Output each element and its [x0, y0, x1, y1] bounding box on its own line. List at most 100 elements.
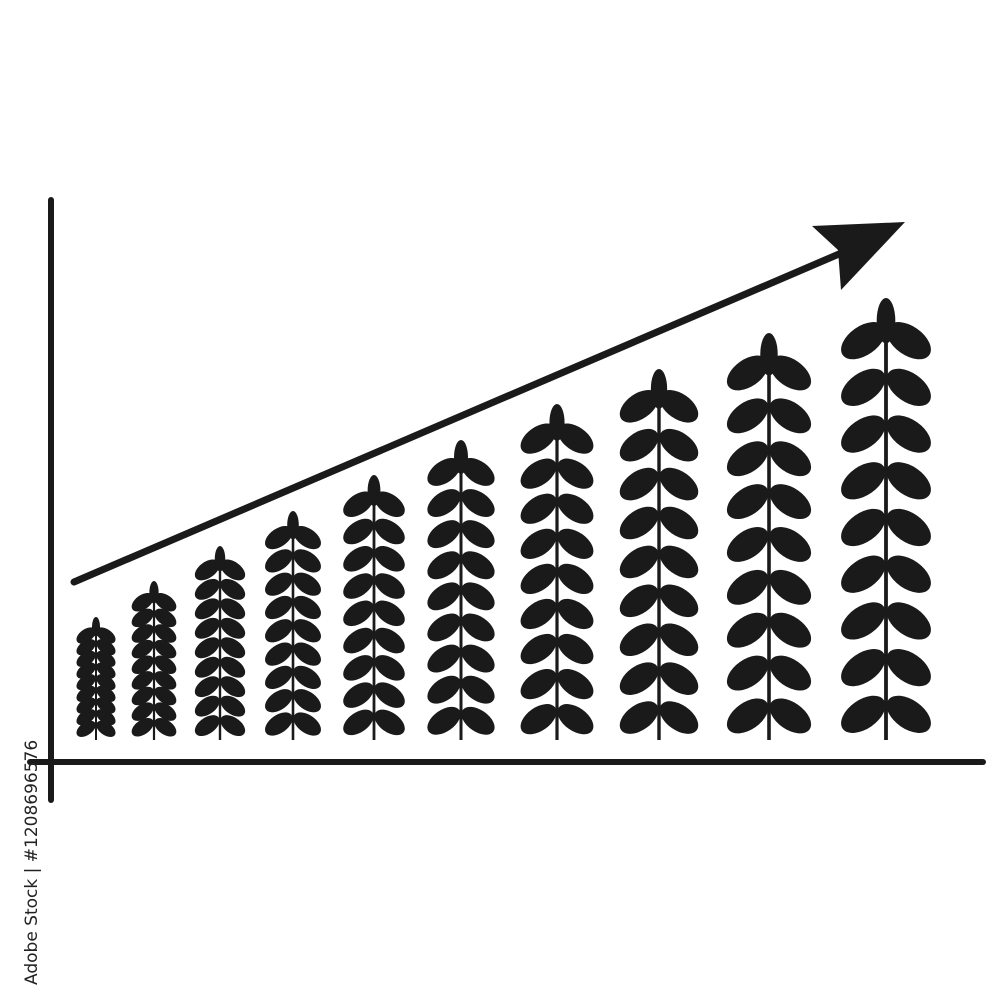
leaf [293, 619, 321, 643]
leaf [194, 676, 220, 698]
leaf [520, 493, 557, 524]
leaf [557, 668, 594, 700]
leaf [293, 549, 321, 573]
leaf [220, 578, 246, 600]
leaf [769, 698, 812, 734]
leaf [427, 644, 461, 673]
leaf [131, 717, 154, 737]
leaf [769, 526, 812, 562]
leaf [154, 686, 177, 706]
leaf [154, 592, 177, 612]
leaf [427, 457, 461, 486]
leaf [886, 555, 931, 593]
leaf [293, 712, 321, 736]
wheat-plant-icon [726, 333, 812, 740]
leaf [886, 648, 931, 687]
leaf [374, 627, 405, 654]
leaf [520, 704, 557, 735]
leaf [194, 695, 220, 717]
leaf [265, 712, 293, 736]
leaf [557, 458, 594, 489]
leaf [220, 676, 246, 698]
leaf [220, 617, 246, 639]
leaf [557, 493, 594, 524]
leaf [265, 619, 293, 643]
leaf [619, 545, 659, 579]
leaf [293, 689, 321, 713]
wheat-plant-icon [131, 581, 177, 740]
leaf [194, 598, 220, 620]
leaf [154, 608, 177, 628]
leaf [769, 655, 812, 691]
leaf [769, 484, 812, 520]
leaf [659, 389, 699, 423]
leaf [96, 720, 116, 737]
wheat-plant-icon [841, 298, 931, 740]
wheat-plant-icon [427, 440, 495, 740]
leaf [427, 613, 461, 642]
leaf [220, 559, 246, 581]
leaf [520, 528, 557, 559]
leaf [841, 602, 886, 640]
wheat-plant-icon [76, 617, 116, 740]
leaf [769, 612, 812, 648]
leaf [131, 671, 154, 690]
leaf [557, 528, 594, 559]
leaf [659, 506, 699, 540]
leaf [343, 600, 374, 627]
leaf [131, 592, 154, 612]
leaf [619, 506, 659, 540]
leaf [619, 428, 659, 462]
leaf [293, 595, 321, 620]
leaf [343, 573, 374, 599]
leaf [427, 489, 461, 517]
leaf [461, 675, 495, 704]
watermark-text: Adobe Stock | #1208696576 [22, 739, 42, 985]
leaf [343, 518, 374, 545]
leaf [619, 467, 659, 501]
leaf [520, 598, 557, 630]
leaf [726, 484, 769, 520]
leaf [520, 423, 557, 454]
leaf [659, 545, 699, 579]
leaf [461, 520, 495, 549]
leaf [841, 322, 886, 360]
leaf [557, 423, 594, 454]
leaf [427, 520, 461, 549]
leaf [374, 573, 405, 599]
leaf [520, 633, 557, 665]
leaf [619, 662, 659, 695]
leaf [427, 706, 461, 735]
leaf [343, 546, 374, 572]
leaf [886, 462, 931, 500]
wheat-plant-icon [619, 369, 699, 740]
leaf [520, 668, 557, 700]
leaf [374, 518, 405, 545]
leaf [374, 655, 405, 681]
leaf [265, 549, 293, 573]
leaf [886, 368, 931, 406]
leaf [886, 602, 931, 640]
leaf [726, 698, 769, 734]
trend-arrow-icon [70, 222, 905, 586]
leaf [293, 665, 321, 690]
leaf [154, 671, 177, 690]
leaf [769, 441, 812, 477]
leaf [374, 491, 405, 518]
leaf [374, 546, 405, 572]
leaf [726, 569, 769, 605]
leaf [659, 701, 699, 734]
leaf [343, 655, 374, 681]
leaf [841, 508, 886, 547]
leaf [265, 595, 293, 620]
leaf [841, 368, 886, 406]
leaf [619, 623, 659, 657]
leaf [557, 598, 594, 630]
wheat-plant-icon [265, 511, 321, 740]
leaf [769, 569, 812, 605]
leaf [194, 637, 220, 659]
leaf [374, 682, 405, 708]
leaf [769, 398, 812, 434]
leaf [841, 555, 886, 593]
